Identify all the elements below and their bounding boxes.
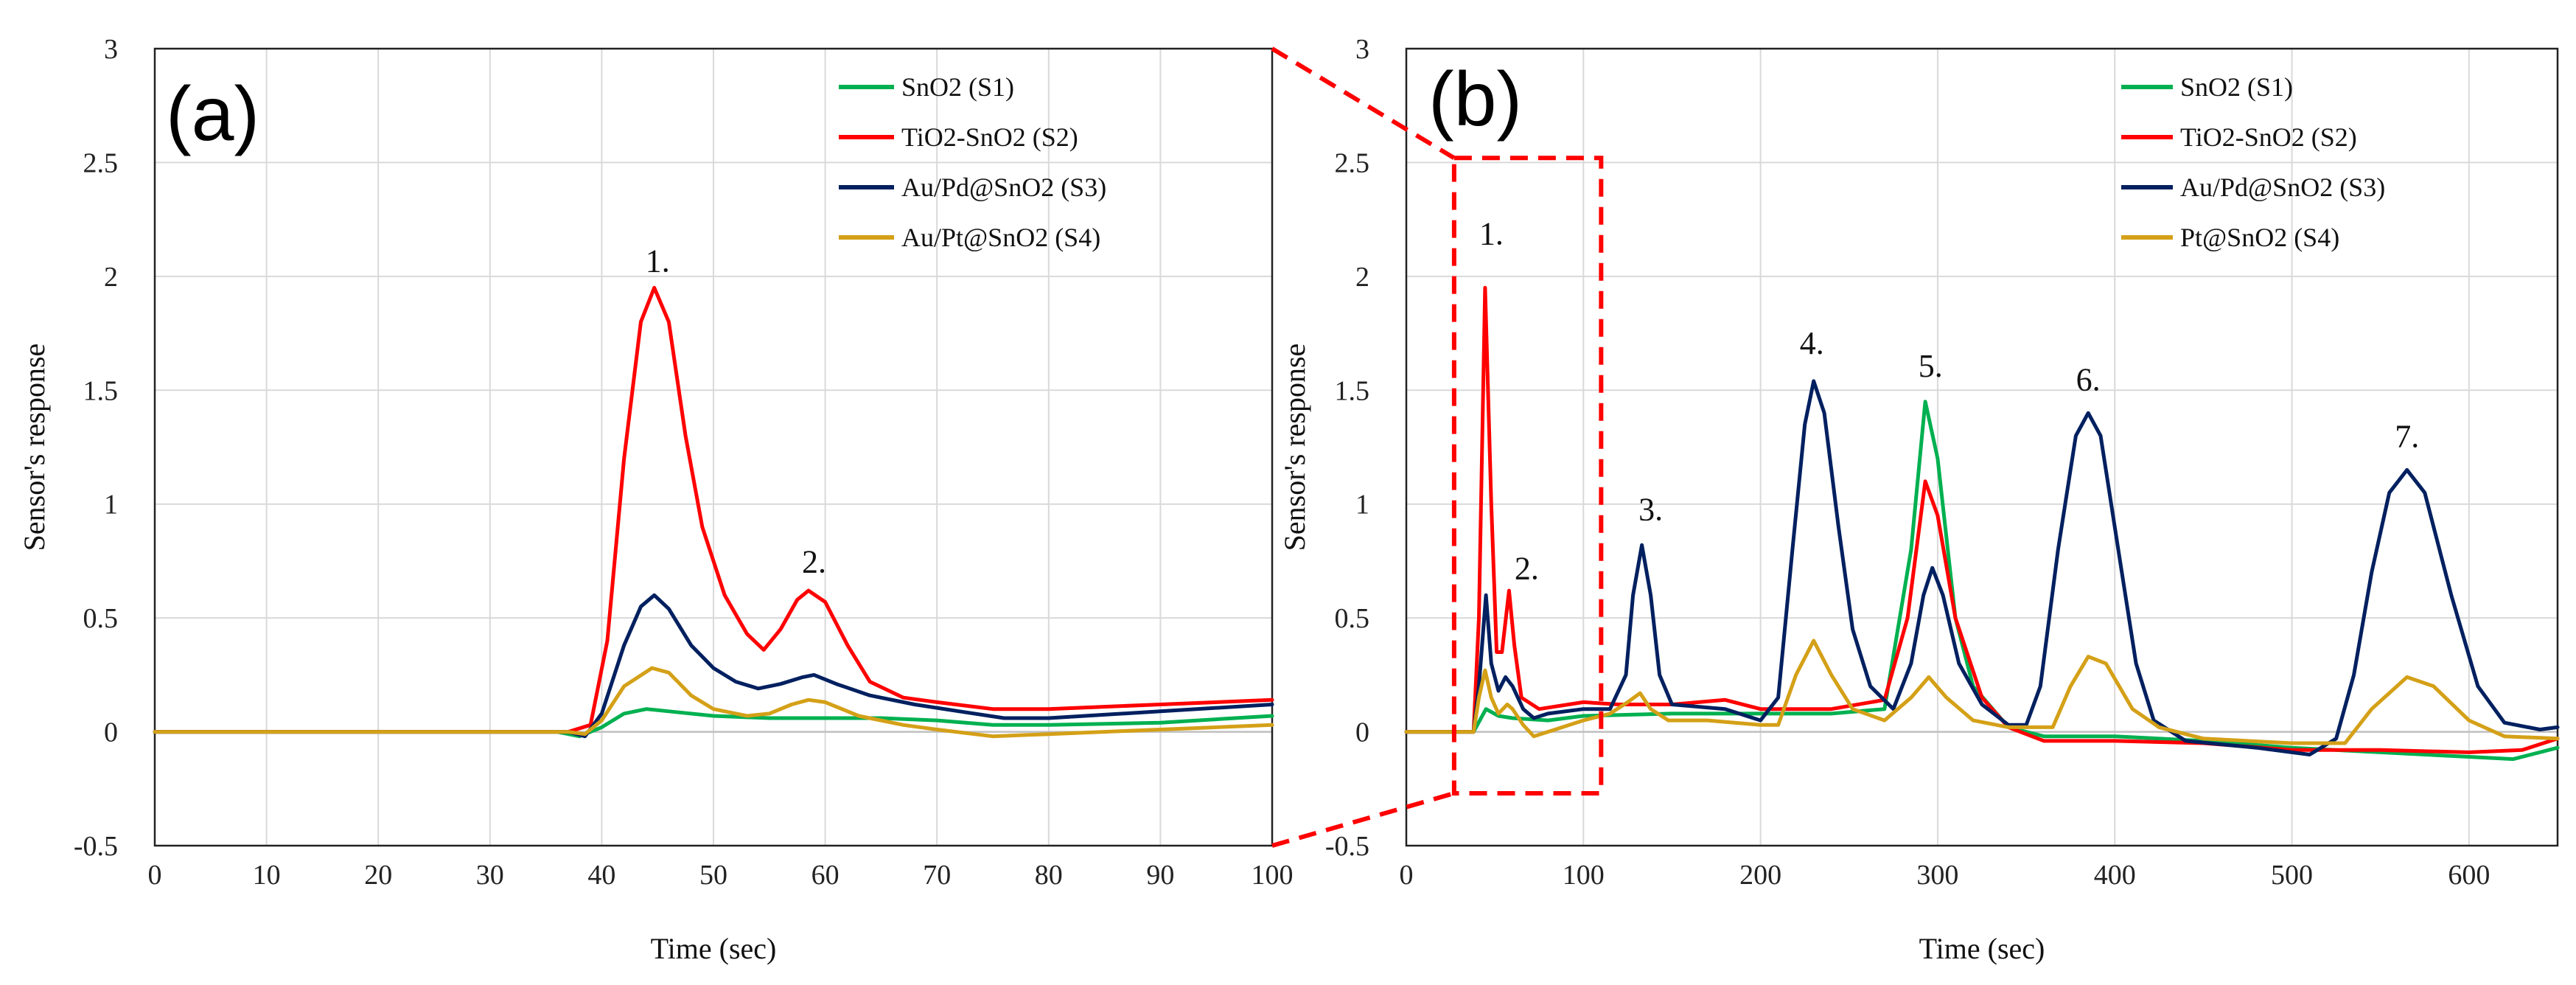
peak-label: 1. (1479, 216, 1504, 252)
legend-label: TiO2-SnO2 (S2) (901, 122, 1078, 152)
x-tick-label: 30 (476, 860, 504, 891)
chart-panel-a: 0 10 20 30 40 50 60 70 80 90 100 -0.5 0 0.5 1 1.5 2 2.5 3 1… (18, 34, 1294, 965)
legend-label: Au/Pd@SnO2 (S3) (901, 173, 1106, 202)
legend-label: Au/Pd@SnO2 (S3) (2180, 173, 2385, 202)
series-line-1 (1404, 400, 2560, 762)
y-tick-label: 2 (104, 262, 118, 293)
peak-label: 2. (802, 543, 826, 579)
x-tick-label: 300 (1916, 860, 1958, 891)
zoom-connector-bottom (1271, 791, 1455, 848)
y-tick-label: 1.5 (1335, 375, 1370, 406)
legend: SnO2 (S1) TiO2-SnO2 (S2) Au/Pd@SnO2 (S3) Au… (839, 72, 1106, 252)
peak-label: 3. (1638, 491, 1663, 527)
y-tick-label: 2 (1355, 262, 1369, 293)
y-tick-label: -0.5 (1325, 831, 1369, 862)
legend: SnO2 (S1) TiO2-SnO2 (S2) Au/Pd@SnO2 (S3) Pt… (2121, 72, 2385, 252)
y-tick-label: 0.5 (1335, 603, 1370, 634)
y-tick-label: 1 (104, 490, 118, 521)
zoom-connector-top (1271, 46, 1456, 160)
x-tick-label: 40 (587, 860, 615, 891)
peak-label: 7. (2395, 419, 2419, 455)
peak-label: 1. (646, 243, 670, 279)
series-line-4 (1404, 638, 2560, 745)
x-tick-label: 70 (923, 860, 951, 891)
x-tick-label: 60 (811, 860, 840, 891)
zoom-connectors (1271, 46, 1456, 848)
legend-label: TiO2-SnO2 (S2) (2180, 122, 2357, 152)
x-tick-label: 500 (2271, 860, 2313, 891)
x-tick-label: 200 (1739, 860, 1781, 891)
plot-frame (1405, 47, 2559, 847)
legend-label: SnO2 (S1) (2180, 72, 2293, 102)
peak-label: 4. (1800, 325, 1824, 361)
y-tick-label: 0.5 (83, 603, 119, 634)
y-tick-label: 1.5 (83, 375, 119, 406)
x-axis-title: Time (sec) (651, 932, 777, 965)
zoom-box (1451, 156, 1604, 796)
x-tick-label: 100 (1252, 860, 1294, 891)
x-tick-label: 80 (1035, 860, 1063, 891)
x-axis-title: Time (sec) (1919, 932, 2045, 965)
legend-label: Pt@SnO2 (S4) (2180, 223, 2339, 252)
y-tick-label: 2.5 (83, 147, 119, 178)
y-tick-label: -0.5 (74, 831, 118, 862)
x-tick-label: 400 (2094, 860, 2136, 891)
y-tick-label: 1 (1355, 490, 1369, 521)
panel-label: (b) (1428, 57, 1522, 142)
x-tick-label: 0 (1400, 860, 1414, 891)
y-axis-title: Sensor's response (1278, 344, 1311, 551)
series-line-3 (1404, 379, 2560, 756)
y-tick-label: 0 (1355, 717, 1369, 748)
legend-label: Au/Pt@SnO2 (S4) (901, 223, 1100, 252)
x-tick-label: 0 (148, 860, 162, 891)
x-tick-label: 20 (364, 860, 392, 891)
peak-label: 2. (1515, 551, 1539, 587)
x-tick-label: 10 (253, 860, 281, 891)
y-tick-label: 3 (1355, 34, 1369, 65)
y-axis-title: Sensor's response (18, 344, 51, 551)
x-tick-label: 90 (1146, 860, 1174, 891)
peak-label: 5. (1919, 348, 1943, 384)
series-line-4 (153, 666, 1274, 739)
peak-label: 6. (2076, 361, 2101, 397)
plot-frame (153, 47, 1274, 847)
panel-label: (a) (166, 72, 259, 157)
y-tick-label: 3 (104, 34, 118, 65)
y-tick-label: 0 (104, 717, 118, 748)
series-line-2 (153, 285, 1274, 734)
series-line-3 (153, 593, 1274, 739)
x-tick-label: 100 (1563, 860, 1605, 891)
legend-label: SnO2 (S1) (901, 72, 1014, 102)
x-tick-label: 50 (699, 860, 727, 891)
y-tick-label: 2.5 (1335, 147, 1370, 178)
chart-panel-b: 0 100 200 300 400 500 600 -0.5 0 0.5 1 1.5 2 2.5 3 1. 2.… (1278, 34, 2560, 965)
x-tick-label: 600 (2448, 860, 2490, 891)
